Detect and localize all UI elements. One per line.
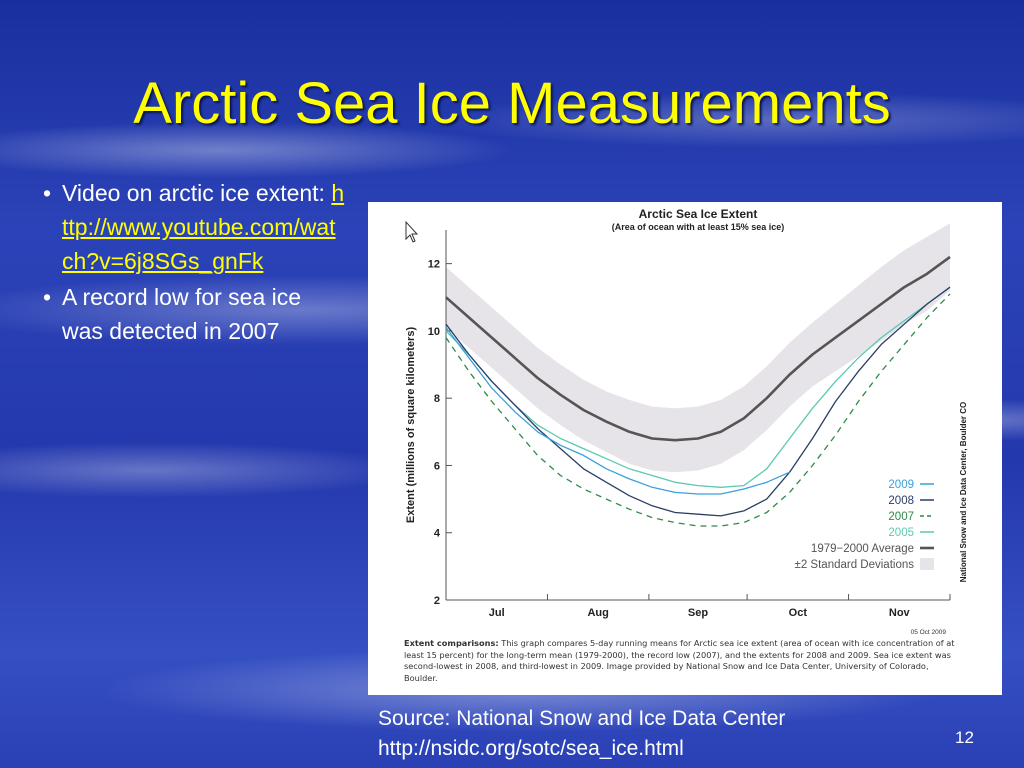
source-name: Source: National Snow and Ice Data Cente… [378,707,786,730]
bullet-video-text: Video on arctic ice extent: [62,180,325,206]
legend-label: 2007 [888,511,914,523]
legend-label: 2005 [888,527,914,539]
caption-text: This graph compares 5-day running means … [404,638,955,683]
std-dev-band [446,223,950,473]
source-credit: Source: National Snow and Ice Data Cente… [378,704,785,764]
x-tick-label: Jul [489,607,505,619]
legend-label: 2008 [888,495,914,507]
chart-title: Arctic Sea Ice Extent [639,207,758,221]
series-line-2005 [445,286,951,488]
chart-legend: 2009 2008 2007 2005 1979−2000 Average ±2 Stan… [795,479,934,571]
bullet-dot-icon: • [43,284,52,310]
legend-label: ±2 Standard Deviations [795,559,915,571]
legend-swatch [920,558,934,570]
caption-label: Extent comparisons: [404,638,499,648]
y-tick-label: 8 [434,393,440,405]
y-tick-label: 10 [428,326,440,338]
y-tick-label: 4 [434,528,441,540]
date-stamp: 05 Oct 2009 [911,629,947,636]
bullet-record-low: • A record low for sea ice was detected … [40,280,345,348]
legend-label: 2009 [888,479,914,491]
series-line-1979-2000-average [445,255,951,442]
series-line-2008 [445,286,951,517]
y-tick-label: 12 [428,259,440,271]
y-tick-label: 2 [434,595,440,607]
chart-caption: Extent comparisons: This graph compares … [404,638,956,684]
slide-title: Arctic Sea Ice Measurements [133,71,891,136]
chart-subtitle: (Area of ocean with at least 15% sea ice… [612,222,785,232]
bullet-dot-icon: • [43,180,52,206]
plot-area: 2 4 6 8 10 12 Jul Aug Sep Oct Nov [428,223,951,619]
series-line-2009 [445,327,790,495]
youtube-link[interactable]: http://www.youtube.com/watch?v=6j8SGs_gn… [62,180,345,274]
x-tick-label: Sep [688,607,708,619]
bullet-record-low-text: A record low for sea ice was detected in… [62,284,302,344]
x-tick-label: Nov [889,607,911,619]
bullet-list: • Video on arctic ice extent: http://www… [40,176,345,350]
cursor-icon [405,220,419,243]
series-line-2007 [445,293,951,527]
y-tick-label: 6 [434,460,440,472]
x-tick-label: Oct [789,607,808,619]
legend-label: 1979−2000 Average [811,543,914,555]
sea-ice-chart: Arctic Sea Ice Extent (Area of ocean wit… [405,207,968,636]
source-url[interactable]: http://nsidc.org/sotc/sea_ice.html [378,737,684,760]
side-credit: National Snow and Ice Data Center, Bould… [959,402,968,582]
page-number: 12 [955,728,974,747]
y-axis-label: Extent (millions of square kilometers) [405,327,417,524]
sea-ice-chart-figure: Arctic Sea Ice Extent (Area of ocean wit… [368,202,1002,695]
x-tick-label: Aug [587,607,608,619]
bullet-video: • Video on arctic ice extent: http://www… [40,176,345,278]
